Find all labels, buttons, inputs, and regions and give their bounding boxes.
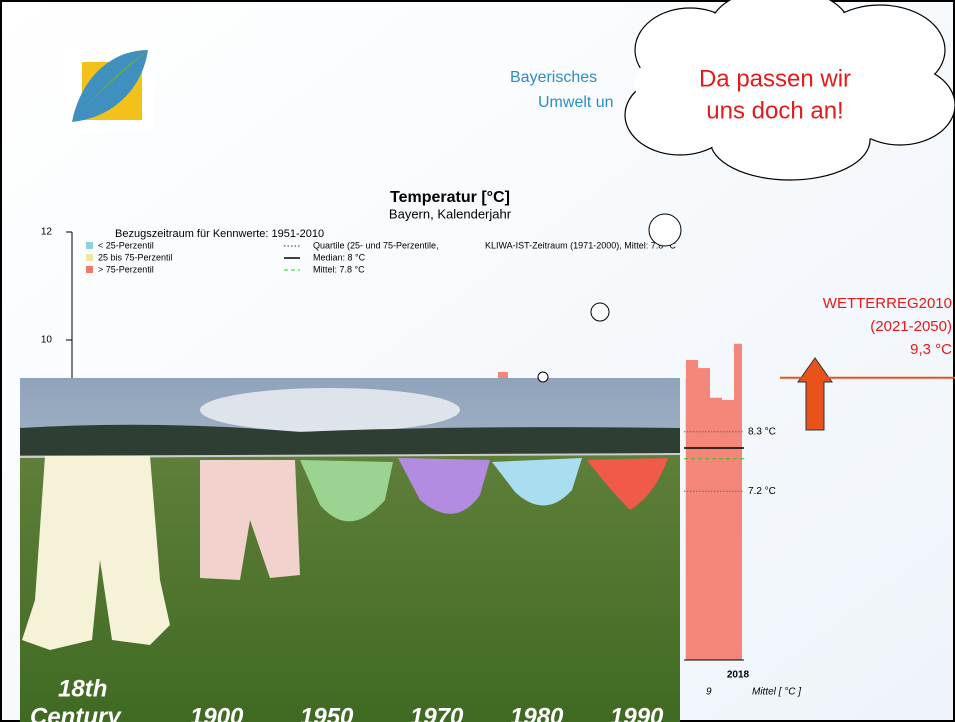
bar <box>686 359 698 660</box>
bar <box>734 343 742 660</box>
legend-swatch <box>86 254 93 261</box>
legend-label: > 75-Perzentil <box>98 264 154 274</box>
chart-subtitle: Bayern, Kalenderjahr <box>389 206 512 221</box>
chart: 10 12 2018 8.3 °C 7.2 °C 9 Mittel [ °C ] <box>41 227 801 698</box>
caption-text: 1970 <box>410 703 464 722</box>
org-name: Umwelt un <box>538 94 614 111</box>
y-tick-label: 12 <box>41 227 53 238</box>
legend-label: 25 bis 75-Perzentil <box>98 252 173 262</box>
reference-label: 7.2 °C <box>748 486 776 497</box>
legend: < 25-Perzentil 25 bis 75-Perzentil > 75-Pe… <box>86 240 173 274</box>
chart-title: Temperatur [°C] <box>390 189 510 206</box>
legend-text: Mittel: 7.8 °C <box>313 264 365 274</box>
caption-text: 1900 <box>190 703 244 722</box>
photo-caption: 18th Century 1900 1950 1970 1980 1990 <box>30 675 664 722</box>
photo <box>19 378 681 722</box>
x-axis-label: Mittel [ °C ] <box>752 687 801 698</box>
y-tick-label: 10 <box>41 335 53 346</box>
projection-name: WETTERREG2010 <box>823 295 952 312</box>
x-tick-label: 2018 <box>727 670 750 681</box>
caption-text: 1980 <box>510 703 564 722</box>
org-name: Bayerisches <box>510 69 597 86</box>
bar <box>722 399 734 660</box>
caption-text: Century <box>30 703 122 722</box>
callout-text: uns doch an! <box>706 97 843 124</box>
logo <box>62 42 154 130</box>
x-fragment: 9 <box>706 687 712 698</box>
reference-label: 8.3 °C <box>748 426 776 437</box>
legend-swatch <box>86 242 93 249</box>
legend-label: < 25-Perzentil <box>98 240 154 250</box>
bar <box>710 397 722 660</box>
callout-cloud <box>537 0 955 383</box>
projection-label: 9,3 °C <box>910 341 952 358</box>
legend-swatch <box>86 266 93 273</box>
legend-text: Median: 8 °C <box>313 252 366 262</box>
hidden-bar <box>498 372 508 382</box>
arrow <box>797 357 833 431</box>
legend-text: KLIWA-IST-Zeitraum (1971-2000), Mittel: … <box>485 240 676 250</box>
caption-text: 1950 <box>300 703 354 722</box>
callout-text: Da passen wir <box>699 65 851 92</box>
caption-text: 1990 <box>610 703 664 722</box>
legend-lines: Quartile (25- und 75-Perzentile, KLIWA-I… <box>284 240 676 274</box>
reference-period: Bezugszeitraum für Kennwerte: 1951-2010 <box>115 228 324 240</box>
caption-text: 18th <box>58 675 107 702</box>
legend-text: Quartile (25- und 75-Perzentile, <box>313 240 439 250</box>
projection-period: (2021-2050) <box>870 318 952 335</box>
bar <box>698 368 710 660</box>
